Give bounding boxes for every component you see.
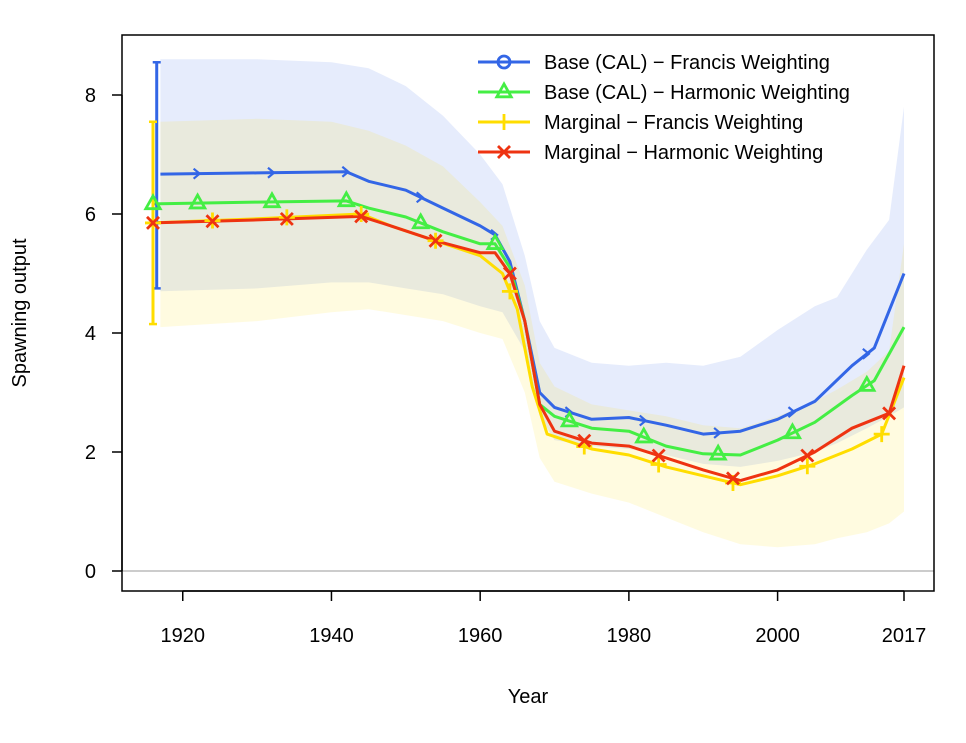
series-1-marker-9: [787, 406, 797, 418]
series-1-marker-2: [267, 166, 276, 179]
x-axis: 1920 1940 1960 1980 2000 2017: [160, 590, 927, 647]
legend-marker-3: [496, 114, 512, 130]
first-year-interval-bars: [149, 61, 161, 326]
series-1-marker-1: [192, 167, 202, 180]
confidence-band-series-1: [160, 59, 904, 467]
series-4-marker-10: [800, 448, 815, 463]
series-4-marker-9: [725, 471, 740, 486]
legend-marker-1: [496, 54, 512, 70]
y-axis: 0 2 4 6 8: [85, 85, 123, 583]
legend-label-1: Base (CAL) − Francis Weighting: [544, 52, 830, 74]
series-1-marker-3: [341, 165, 351, 178]
series-markers: [143, 165, 897, 491]
series-4-marker-6: [502, 266, 517, 281]
x-tick-label-1960: 1960: [458, 625, 503, 647]
series-2-marker-10: [782, 422, 803, 440]
legend-label-4: Marginal − Harmonic Weighting: [544, 142, 823, 164]
y-tick-label-8: 8: [85, 85, 96, 107]
x-tick-label-1980: 1980: [607, 625, 652, 647]
series-1-marker-4: [415, 191, 425, 204]
confidence-band-series-3: [160, 118, 904, 548]
series-3-marker-11: [873, 426, 890, 443]
series-2-marker-3: [262, 191, 282, 209]
x-axis-title: Year: [508, 686, 549, 708]
legend-label-2: Base (CAL) − Harmonic Weighting: [544, 82, 850, 104]
series-4-marker-7: [577, 433, 592, 448]
series-2-marker-8: [634, 426, 654, 444]
series-4-marker-5: [428, 233, 443, 248]
series-1-marker-7: [639, 414, 648, 427]
x-tick-label-2017: 2017: [882, 625, 927, 647]
series-4-marker-3: [279, 211, 294, 226]
series-2-marker-1: [143, 193, 163, 211]
legend-label-3: Marginal − Francis Weighting: [544, 112, 803, 134]
series-3-marker-4: [353, 206, 370, 222]
x-tick-label-2000: 2000: [755, 625, 800, 647]
legend-marker-2: [494, 81, 514, 99]
y-tick-label-2: 2: [85, 442, 96, 464]
series-line-4: [152, 214, 906, 483]
y-tick-label-4: 4: [85, 323, 96, 345]
y-tick-label-0: 0: [85, 561, 96, 583]
series-3-marker-10: [799, 458, 816, 475]
y-tick-label-6: 6: [85, 204, 96, 226]
series-3-marker-6: [501, 283, 518, 300]
legend: Base (CAL) − Francis Weighting Base (CAL)…: [478, 52, 850, 164]
series-4-marker-8: [651, 448, 666, 463]
series-1-marker-8: [713, 427, 722, 439]
series-2-marker-6: [485, 232, 505, 250]
x-tick-label-1940: 1940: [309, 625, 354, 647]
confidence-bands: [160, 59, 904, 548]
series-4-marker-4: [354, 209, 369, 224]
y-axis-title: Spawning output: [9, 238, 31, 387]
series-2-marker-4: [336, 190, 356, 208]
series-2-marker-2: [188, 192, 208, 210]
series-2-marker-9: [708, 443, 728, 461]
series-line-1: [160, 170, 906, 436]
series-3-marker-8: [650, 456, 667, 473]
legend-marker-4: [497, 145, 511, 159]
series-4-marker-11: [882, 406, 897, 421]
series-2-marker-11: [857, 374, 877, 392]
series-1-marker-10: [862, 347, 871, 360]
series-4-marker-1: [146, 215, 160, 230]
series-4-marker-2: [205, 214, 220, 229]
series-2-marker-5: [411, 212, 431, 230]
series-2-marker-7: [559, 410, 579, 428]
x-tick-label-1920: 1920: [160, 625, 205, 647]
